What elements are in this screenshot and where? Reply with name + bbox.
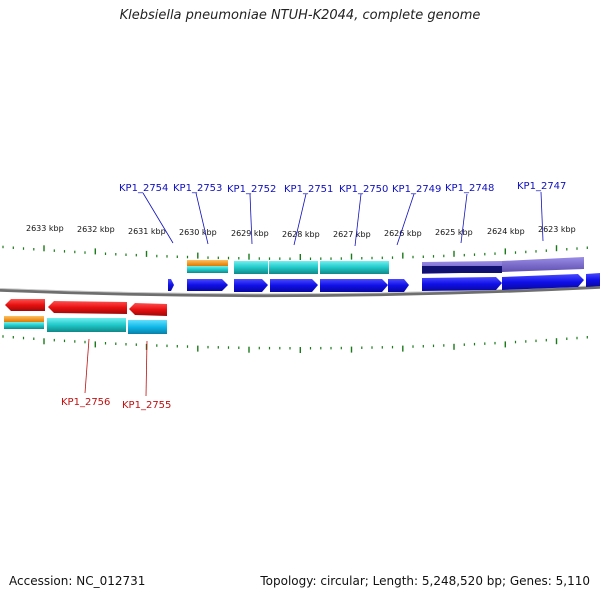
- topology-text: Topology: circular; Length: 5,248,520 bp…: [260, 574, 590, 588]
- gene-labels-top: KP1_2754 KP1_2753 KP1_2752 KP1_2751 KP1_…: [119, 181, 566, 247]
- feature-purple[interactable]: [502, 257, 584, 272]
- gene-label-kp1-2747[interactable]: KP1_2747: [517, 181, 566, 192]
- cds-arrow-forward[interactable]: [586, 273, 600, 287]
- feature-cyan[interactable]: [128, 320, 167, 334]
- gene-label-kp1-2752[interactable]: KP1_2752: [227, 184, 276, 195]
- tick-label: 2623 kbp: [538, 225, 576, 234]
- cds-arrow-forward[interactable]: [234, 279, 268, 292]
- cds-track-reverse: [5, 299, 167, 316]
- accession-text: Accession: NC_012731: [9, 574, 146, 588]
- cds-arrow-forward[interactable]: [187, 279, 228, 291]
- feature-cyan[interactable]: [269, 261, 318, 274]
- tick-label: 2633 kbp: [26, 224, 64, 233]
- tick-label: 2624 kbp: [487, 227, 525, 236]
- gene-label-kp1-2751[interactable]: KP1_2751: [284, 184, 333, 195]
- leader-line: [249, 193, 253, 245]
- feature-cyan[interactable]: [4, 322, 44, 329]
- leader-line: [142, 192, 174, 244]
- gene-label-kp1-2754[interactable]: KP1_2754: [119, 183, 168, 194]
- tick-label: 2627 kbp: [333, 230, 371, 239]
- gene-label-kp1-2753[interactable]: KP1_2753: [173, 183, 222, 194]
- cds-arrow-forward[interactable]: [422, 277, 502, 291]
- feature-navy[interactable]: [422, 266, 502, 273]
- feature-track-forward: [187, 257, 584, 274]
- tick-label: 2625 kbp: [435, 228, 473, 237]
- cds-arrow-forward[interactable]: [502, 274, 584, 290]
- leader-line: [396, 193, 415, 246]
- feature-orange[interactable]: [187, 260, 228, 266]
- tick-track-top: [2, 245, 588, 260]
- cds-arrow-reverse[interactable]: [48, 301, 127, 314]
- cds-arrow-reverse[interactable]: [5, 299, 45, 311]
- map-title: Klebsiella pneumoniae NTUH-K2044, comple…: [119, 8, 481, 23]
- gene-label-kp1-2749[interactable]: KP1_2749: [392, 184, 441, 195]
- leader-line: [84, 338, 90, 394]
- tick-label: 2629 kbp: [231, 229, 269, 238]
- leader-line: [354, 193, 362, 247]
- gene-labels-bottom: KP1_2756 KP1_2755: [61, 338, 171, 411]
- leader-line: [145, 340, 148, 397]
- tick-label: 2632 kbp: [77, 225, 115, 234]
- gene-label-kp1-2755[interactable]: KP1_2755: [122, 400, 171, 411]
- cds-arrow-forward[interactable]: [270, 279, 318, 292]
- tick-label: 2626 kbp: [384, 229, 422, 238]
- gene-label-kp1-2748[interactable]: KP1_2748: [445, 183, 494, 194]
- cds-arrow-forward[interactable]: [320, 279, 388, 292]
- leader-line: [293, 193, 307, 246]
- cds-arrow-forward[interactable]: [168, 279, 174, 291]
- feature-cyan[interactable]: [187, 266, 228, 273]
- cds-arrow-forward[interactable]: [388, 279, 409, 292]
- tick-label: 2628 kbp: [282, 230, 320, 239]
- feature-track-reverse: [4, 316, 167, 334]
- cds-arrow-reverse[interactable]: [129, 303, 167, 316]
- feature-cyan[interactable]: [234, 261, 268, 274]
- tick-labels: 2633 kbp 2632 kbp 2631 kbp 2630 kbp 2629…: [26, 224, 576, 239]
- feature-cyan[interactable]: [320, 261, 389, 274]
- leader-line: [540, 191, 544, 242]
- leader-line: [195, 192, 209, 245]
- leader-line: [460, 193, 468, 244]
- cds-track-forward: [168, 273, 600, 292]
- gene-label-kp1-2750[interactable]: KP1_2750: [339, 184, 388, 195]
- tick-label: 2631 kbp: [128, 227, 166, 236]
- tick-label: 2630 kbp: [179, 228, 217, 237]
- tick-track-bottom: [2, 335, 588, 353]
- feature-orange[interactable]: [4, 316, 44, 322]
- feature-cyan[interactable]: [47, 318, 126, 332]
- gene-label-kp1-2756[interactable]: KP1_2756: [61, 397, 110, 408]
